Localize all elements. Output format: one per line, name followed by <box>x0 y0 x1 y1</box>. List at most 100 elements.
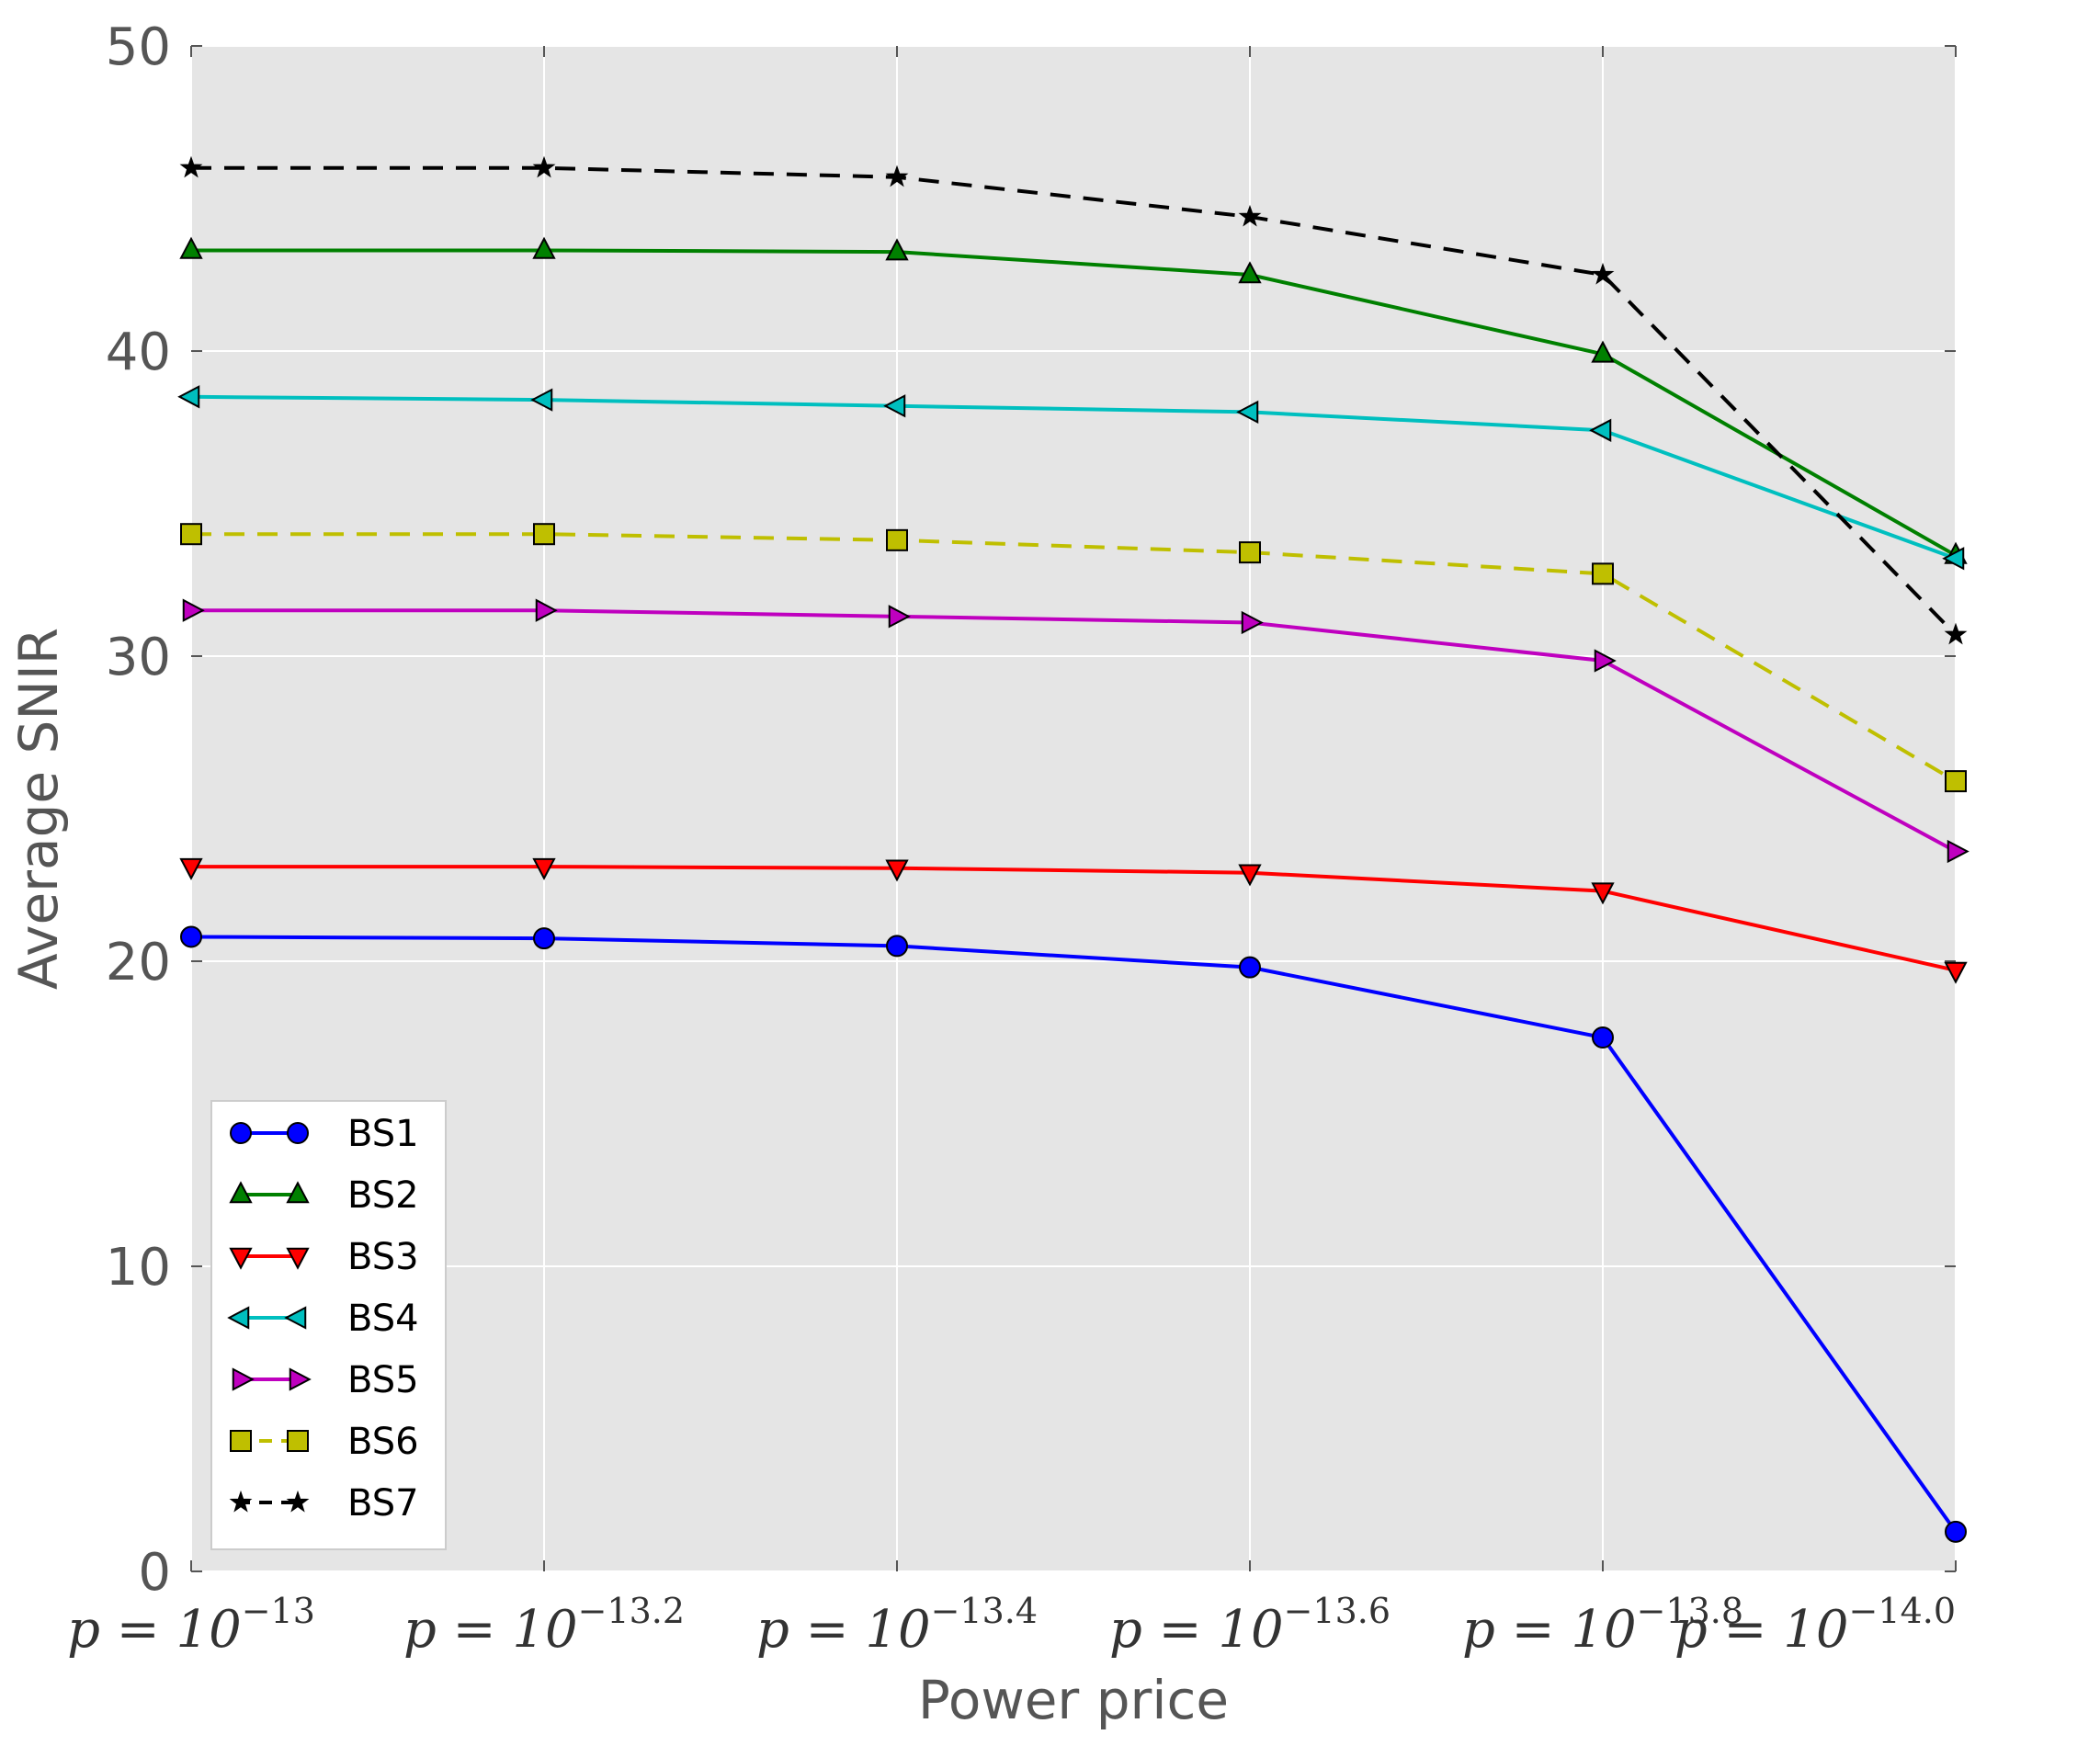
legend-entry-bs1: BS1 <box>230 1113 419 1155</box>
data-point-bs2 <box>1591 340 1615 363</box>
series-line-bs4 <box>190 394 1957 561</box>
x-tick-exponent: −13.8 <box>1637 1591 1743 1631</box>
legend-entry-bs2: BS2 <box>229 1174 419 1217</box>
legend-marker <box>229 1247 253 1270</box>
series-markers-bs3 <box>179 857 1968 984</box>
legend-marker <box>286 1490 310 1513</box>
x-tick-label: p = 10−13 <box>67 1591 315 1660</box>
data-point-bs7 <box>532 155 556 178</box>
y-tick-labels: 0 10 20 30 40 50 <box>106 17 171 1603</box>
series-markers-bs7 <box>179 155 1968 645</box>
legend-entry-bs4: BS4 <box>227 1298 419 1340</box>
legend-label: BS7 <box>347 1482 419 1525</box>
legend: BS1 BS2 BS3 BS4 BS5 BS6 BS7 <box>210 1100 447 1550</box>
data-point-bs5 <box>1594 649 1617 673</box>
x-tick-base: p = 10 <box>67 1600 242 1660</box>
legend-marker <box>289 1367 312 1391</box>
data-point-bs5 <box>888 605 911 629</box>
legend-label: BS1 <box>347 1113 419 1155</box>
x-tick-base: p = 10 <box>1674 1600 1849 1660</box>
y-tick-label: 30 <box>106 628 171 687</box>
data-point-bs1 <box>1239 956 1261 979</box>
data-point-bs6 <box>1945 770 1967 793</box>
data-point-bs2 <box>532 236 556 259</box>
data-point-bs3 <box>1591 882 1615 905</box>
data-point-bs3 <box>885 859 909 882</box>
x-tick-exponent: −13 <box>242 1591 315 1631</box>
legend-marker <box>286 1247 310 1270</box>
y-axis-label: Average SNIR <box>7 628 70 990</box>
legend-marker <box>284 1306 307 1330</box>
x-tick-exponent: −14.0 <box>1849 1591 1956 1631</box>
legend-marker <box>230 1430 252 1452</box>
x-tick-label: p = 10−13.4 <box>756 1591 1038 1660</box>
data-point-bs4 <box>1942 547 1965 571</box>
legend-entry-bs7: BS7 <box>229 1482 419 1525</box>
legend-label: BS2 <box>347 1174 419 1217</box>
data-point-bs2 <box>179 236 203 259</box>
legend-entry-bs3: BS3 <box>229 1236 419 1278</box>
data-point-bs4 <box>1589 418 1612 442</box>
data-point-bs1 <box>886 935 908 958</box>
x-tick-exponent: −13.6 <box>1284 1591 1391 1631</box>
y-tick-label: 20 <box>106 933 171 992</box>
data-point-bs3 <box>532 857 556 880</box>
series-markers-bs1 <box>180 925 1967 1543</box>
legend-marker <box>232 1367 255 1391</box>
legend-marker <box>287 1430 309 1452</box>
legend-label: BS5 <box>347 1359 419 1401</box>
legend-label: BS3 <box>347 1236 419 1278</box>
legend-entry-bs5: BS5 <box>232 1359 419 1401</box>
data-point-bs1 <box>1945 1520 1967 1543</box>
data-point-bs2 <box>1238 261 1262 284</box>
legend-entry-bs6: BS6 <box>230 1421 419 1463</box>
grid-lines <box>190 45 1957 1572</box>
x-tick-labels: p = 10−13 p = 10−13.2 p = 10−13.4 p = 10−13… <box>67 1591 1956 1660</box>
data-point-bs6 <box>1592 562 1614 585</box>
x-tick-label: p = 10−13.8 <box>1462 1591 1743 1660</box>
data-point-bs4 <box>1236 400 1259 425</box>
x-tick-base: p = 10 <box>756 1600 931 1660</box>
legend-label: BS6 <box>347 1421 419 1463</box>
legend-marker <box>227 1306 250 1330</box>
data-point-bs5 <box>1947 839 1969 864</box>
data-point-bs7 <box>1944 622 1968 645</box>
data-point-bs6 <box>533 523 555 546</box>
legend-marker <box>229 1181 253 1204</box>
data-point-bs7 <box>1238 204 1262 227</box>
y-tick-label: 0 <box>138 1543 171 1603</box>
series-markers-bs4 <box>177 385 1965 571</box>
data-point-bs7 <box>885 164 909 187</box>
series-markers <box>177 155 1969 1543</box>
data-point-bs2 <box>885 238 909 261</box>
data-point-bs7 <box>1591 262 1615 285</box>
plot-background <box>191 46 1956 1571</box>
data-point-bs6 <box>180 523 202 546</box>
x-tick-base: p = 10 <box>1462 1600 1637 1660</box>
legend-marker <box>230 1122 252 1144</box>
x-tick-exponent: −13.4 <box>931 1591 1038 1631</box>
data-point-bs3 <box>179 857 203 880</box>
tick-marks <box>190 45 1957 1572</box>
legend-marker <box>229 1490 253 1513</box>
y-tick-label: 50 <box>106 17 171 77</box>
data-point-bs4 <box>177 385 200 409</box>
data-point-bs5 <box>182 598 205 622</box>
x-tick-label: p = 10−13.2 <box>403 1591 685 1660</box>
data-point-bs1 <box>180 925 202 948</box>
y-tick-label: 40 <box>106 323 171 382</box>
x-tick-label: p = 10−14.0 <box>1674 1591 1956 1660</box>
series-markers-bs6 <box>180 523 1967 793</box>
legend-box <box>210 1100 447 1550</box>
data-point-bs4 <box>530 388 553 412</box>
data-point-bs3 <box>1944 961 1968 984</box>
series-line-bs2 <box>191 248 1957 558</box>
data-point-bs4 <box>883 394 906 418</box>
series-line-bs5 <box>191 608 1957 854</box>
x-tick-exponent: −13.2 <box>578 1591 685 1631</box>
data-point-bs6 <box>1239 541 1261 564</box>
x-axis-label: Power price <box>918 1669 1229 1731</box>
data-point-bs6 <box>886 528 908 551</box>
data-point-bs3 <box>1238 864 1262 887</box>
